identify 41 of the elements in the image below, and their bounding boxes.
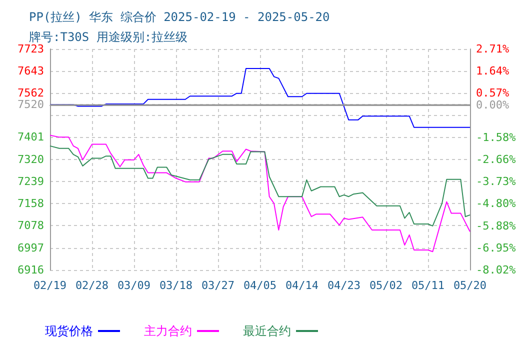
y-tick-label: 6997 bbox=[18, 241, 44, 254]
line-series bbox=[50, 134, 470, 252]
y-tick-label: 7401 bbox=[18, 130, 44, 144]
y2-tick-label: 0.57% bbox=[476, 86, 510, 100]
x-tick-label: 04/23 bbox=[327, 279, 361, 292]
x-tick-label: 03/18 bbox=[159, 279, 193, 292]
y-tick-label: 7643 bbox=[18, 64, 44, 78]
x-tick-label: 03/09 bbox=[117, 279, 151, 292]
x-tick-label: 04/05 bbox=[243, 279, 277, 292]
x-tick-label: 05/20 bbox=[453, 279, 487, 292]
y-tick-label: 7078 bbox=[18, 219, 44, 232]
y-tick-label: 7239 bbox=[18, 175, 44, 188]
chart-subtitle: 牌号:T30S 用途级别:拉丝级 bbox=[29, 30, 188, 44]
y2-tick-label: -4.80% bbox=[476, 197, 516, 210]
x-tick-label: 02/19 bbox=[33, 279, 67, 292]
y-tick-label: 7158 bbox=[18, 197, 44, 210]
y-tick-label: 7320 bbox=[18, 152, 44, 166]
y2-tick-label: 0.00% bbox=[476, 98, 510, 112]
y2-tick-label: -8.02% bbox=[476, 264, 516, 276]
legend-label: 现货价格 bbox=[45, 324, 93, 338]
y2-tick-label: -3.73% bbox=[476, 175, 516, 188]
line-series bbox=[50, 145, 470, 226]
y2-tick-label: 2.71% bbox=[476, 42, 510, 56]
y2-tick-label: -2.66% bbox=[476, 153, 516, 166]
x-tick-label: 04/14 bbox=[285, 279, 319, 292]
y-tick-label: 7723 bbox=[18, 42, 44, 56]
x-tick-label: 05/11 bbox=[411, 279, 445, 292]
chart-title: PP(拉丝) 华东 综合价 2025-02-19 - 2025-05-20 bbox=[29, 10, 330, 24]
legend-label: 主力合约 bbox=[144, 324, 192, 338]
y2-tick-label: -1.58% bbox=[476, 130, 516, 144]
y-tick-label: 7562 bbox=[18, 86, 44, 100]
x-tick-label: 05/02 bbox=[369, 279, 403, 292]
line-series bbox=[50, 68, 470, 128]
legend-label: 最近合约 bbox=[243, 324, 291, 338]
y-tick-label: 6916 bbox=[18, 264, 44, 276]
y2-tick-label: -6.95% bbox=[476, 241, 516, 254]
y2-tick-label: -5.88% bbox=[476, 219, 516, 232]
y2-tick-label: 1.64% bbox=[476, 64, 510, 78]
x-tick-label: 02/28 bbox=[75, 279, 109, 292]
y-tick-label: 7520 bbox=[18, 98, 44, 112]
x-tick-label: 03/27 bbox=[201, 279, 235, 292]
